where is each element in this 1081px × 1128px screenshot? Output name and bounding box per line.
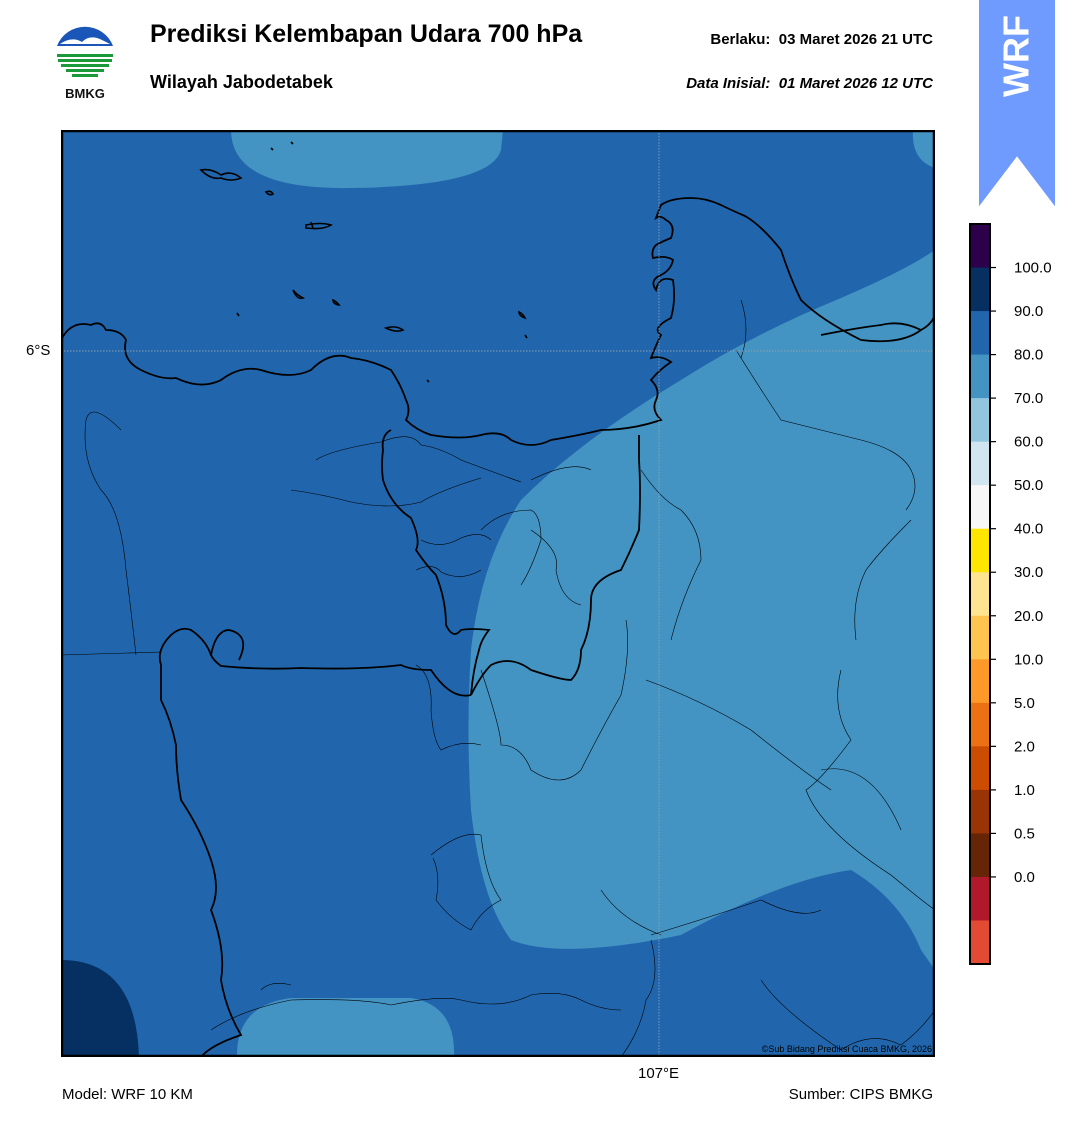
colorbar-swatch [970,572,990,617]
valid-time-label: Berlaku: [710,31,771,48]
colorbar-tick-label: 50.0 [1014,477,1043,494]
colorbar-tick-label: 60.0 [1014,434,1043,451]
humidity-zone-70-80-south [236,998,455,1057]
source-label: Sumber: CIPS BMKG [788,1086,933,1103]
colorbar-swatch [970,354,990,399]
thousand-islands [199,141,528,383]
colorbar-swatch [970,615,990,660]
colorbar-tick-label: 0.5 [1014,825,1035,842]
colorbar-tick-label: 2.0 [1014,738,1035,755]
colorbar-tick-label: 30.0 [1014,564,1043,581]
colorbar-tick-label: 5.0 [1014,695,1035,712]
colorbar-swatch [970,659,990,704]
humidity-zone-70-80-north [231,130,503,189]
bmkg-logo-icon: BMKG [55,21,115,101]
colorbar-tick-label: 40.0 [1014,521,1043,538]
colorbar-swatch [970,224,990,269]
humidity-zone-70-80-ne [912,130,935,168]
map-credit: ©Sub Bidang Prediksi Cuaca BMKG, 2026 [762,1044,932,1054]
latitude-label: 6°S [26,342,51,359]
colorbar-swatch [970,702,990,747]
colorbar-tick-label: 0.0 [1014,869,1035,886]
valid-time: Berlaku: 03 Maret 2026 21 UTC [710,31,933,48]
colorbar-swatch [970,441,990,486]
colorbar-tick-label: 80.0 [1014,347,1043,364]
colorbar-swatch [970,789,990,834]
district-borders [61,299,935,1057]
model-label: Model: WRF 10 KM [62,1086,193,1103]
init-time: Data Inisial: 01 Maret 2026 12 UTC [686,75,933,92]
colorbar-swatch [970,311,990,356]
up-arrow-icon [978,156,1056,209]
colorbar-frame [969,223,991,965]
colorbar-swatch [970,746,990,791]
coastline-and-province-borders [61,197,935,1057]
colorbar-swatch [970,398,990,443]
colorbar-swatch [970,876,990,921]
colorbar-swatch [970,485,990,530]
colorbar-swatch [970,528,990,573]
map-frame [60,129,936,1058]
region-subtitle: Wilayah Jabodetabek [150,72,333,92]
colorbar-swatch [970,267,990,312]
colorbar-tick-label: 10.0 [1014,651,1043,668]
colorbar-tick-label: 20.0 [1014,608,1043,625]
valid-time-value: 03 Maret 2026 21 UTC [778,31,933,48]
humidity-colorbar: 100.0 90.0 80.0 70.0 60.0 50.0 40.0 30.0 20.0 10.… [962,220,1072,970]
bmkg-logo: BMKG [52,18,118,104]
badge-text: WRF [996,15,1037,97]
humidity-map: ©Sub Bidang Prediksi Cuaca BMKG, 2026 [60,129,936,1058]
longitude-label: 107°E [638,1065,680,1082]
colorbar-tick-label: 100.0 [1014,260,1052,277]
colorbar-tick-label: 90.0 [1014,303,1043,320]
logo-text: BMKG [65,86,105,101]
colorbar-tick-label: 1.0 [1014,782,1035,799]
init-time-value: 01 Maret 2026 12 UTC [778,75,933,92]
colorbar-swatch [970,833,990,878]
humidity-zone-70-80-east [468,250,935,970]
init-time-label: Data Inisial: [686,75,771,92]
humidity-zone-90-100 [61,960,139,1057]
badge-background [979,0,1055,208]
colorbar-tick-label: 70.0 [1014,390,1043,407]
wrf-badge: WRF [978,0,1056,210]
colorbar-swatch [970,920,990,965]
page-title: Prediksi Kelembapan Udara 700 hPa [150,20,583,48]
